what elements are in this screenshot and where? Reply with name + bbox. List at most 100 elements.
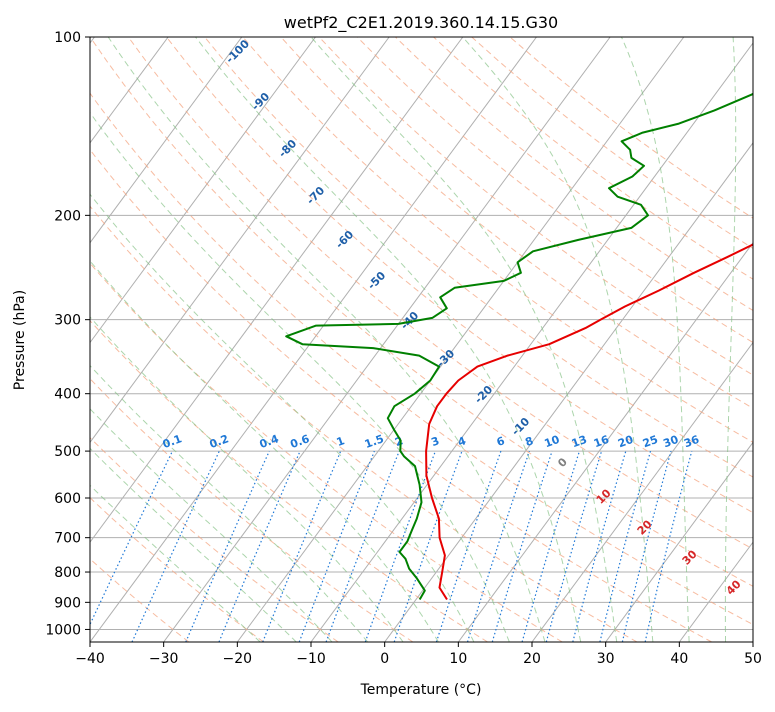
x-tick-label: −10 [296, 651, 326, 667]
dry-adiabat-line [357, 37, 775, 642]
y-tick-label: 200 [54, 208, 81, 224]
moist-adiabat-label: 30 [680, 547, 700, 567]
x-tick-label: 40 [670, 651, 688, 667]
dry-adiabat-line [167, 37, 775, 642]
mixing-ratio-label: 0.4 [258, 432, 281, 451]
x-axis-label: Temperature (°C) [360, 682, 482, 698]
mixing-ratio-label: 1.5 [363, 432, 386, 451]
dry-adiabat-line [0, 37, 488, 642]
mixing-ratio-line [219, 451, 300, 642]
y-tick-label: 400 [54, 387, 81, 403]
y-tick-label: 600 [54, 491, 81, 507]
x-tick-label: 20 [523, 651, 541, 667]
mixing-ratio-label: 30 [661, 433, 680, 451]
moist-adiabat-line [0, 37, 403, 642]
isotherm-line [90, 37, 536, 642]
moist-adiabat-line [725, 37, 735, 642]
isotherm-line [0, 37, 315, 642]
mixing-ratio-label: 10 [543, 433, 562, 451]
mixing-ratio-label: 0.1 [161, 432, 184, 451]
dry-adiabat-line [0, 37, 562, 642]
x-tick-label: −20 [223, 651, 253, 667]
moist-adiabat-line [196, 37, 581, 642]
mixing-ratio-line [522, 451, 579, 642]
isotherm-line [16, 37, 462, 642]
moist-adiabat-line [0, 37, 368, 642]
dry-adiabat-line [472, 37, 775, 642]
dry-adiabat-line [434, 37, 775, 642]
isotherm-line [0, 37, 389, 642]
y-tick-label: 100 [54, 30, 81, 46]
mixing-ratio-label: 1 [335, 434, 347, 449]
x-tick-label: 0 [380, 651, 389, 667]
x-tick-label: 30 [597, 651, 615, 667]
mixing-ratio-lines [82, 451, 692, 642]
dry-adiabat-line [281, 37, 775, 642]
dry-adiabat-line [395, 37, 775, 642]
moist-adiabat-line [0, 37, 260, 642]
mixing-ratio-line [492, 451, 552, 642]
moist-adiabat-line [311, 37, 617, 642]
x-tick-label: 10 [449, 651, 467, 667]
y-tick-label: 300 [54, 313, 81, 329]
dry-adiabat-line [14, 37, 712, 642]
x-tick-label: −40 [75, 651, 105, 667]
y-tick-label: 1000 [45, 622, 81, 638]
isotherm-line [753, 37, 775, 642]
dry-adiabat-label: -80 [276, 137, 299, 160]
mixing-ratio-line [299, 451, 374, 642]
x-tick-label: 50 [744, 651, 762, 667]
dry-adiabat-label: -20 [472, 383, 495, 406]
mixing-ratio-line [600, 451, 651, 642]
chart-title: wetPf2_C2E1.2019.360.14.15.G30 [284, 13, 558, 33]
mixing-ratio-label: 0.2 [208, 432, 231, 451]
isobar-grid [90, 37, 753, 629]
moist-adiabat-label: 10 [594, 486, 614, 506]
moist-adiabat-label: 0 [555, 455, 570, 470]
mixing-ratio-line [326, 451, 399, 642]
y-tick-label: 900 [54, 595, 81, 611]
x-tick-label: −30 [149, 651, 179, 667]
mixing-ratio-label: 3 [429, 434, 441, 449]
dry-adiabat-label: -60 [333, 228, 356, 251]
mixing-ratio-label: 13 [570, 433, 589, 450]
isotherm-line [164, 37, 610, 642]
mixing-ratio-line [263, 451, 341, 642]
mixing-ratio-label: 4 [456, 434, 468, 449]
dry-adiabat-label: -50 [365, 269, 388, 292]
mixing-ratio-label: 20 [616, 433, 635, 451]
mixing-ratio-line [82, 451, 173, 642]
isotherm-line [237, 37, 683, 642]
dry-adiabat-line [0, 37, 338, 642]
mixing-ratio-line [546, 451, 601, 642]
mixing-ratio-label: 16 [592, 433, 611, 451]
isotherm-line [0, 37, 242, 642]
moist-adiabat-line [0, 37, 474, 642]
mixing-ratio-label: 8 [523, 434, 535, 449]
x-axis: −40 −30 −20 −10 0 10 20 30 40 50 [75, 642, 762, 667]
dry-adiabat-label: -70 [304, 184, 327, 207]
y-axis-label: Pressure (hPa) [12, 290, 28, 390]
dry-adiabat-line [0, 37, 264, 642]
mixing-ratio-label: 0.6 [289, 432, 312, 451]
moist-adiabat-line [622, 37, 690, 642]
dry-adiabat-label: -100 [223, 37, 252, 66]
isotherm-line [532, 37, 775, 642]
dry-adiabat-line [0, 37, 637, 642]
mixing-ratio-line [132, 451, 219, 642]
moist-adiabat-line [0, 37, 296, 642]
moist-adiabats [0, 37, 736, 642]
mixing-ratio-line [186, 451, 269, 642]
y-tick-label: 500 [54, 444, 81, 460]
mixing-ratio-line [365, 451, 435, 642]
mixing-ratio-line [573, 451, 626, 642]
moist-adiabat-line [0, 37, 438, 642]
mixing-ratio-line [622, 451, 671, 642]
moist-adiabat-label: 40 [724, 577, 744, 597]
y-tick-label: 800 [54, 565, 81, 581]
